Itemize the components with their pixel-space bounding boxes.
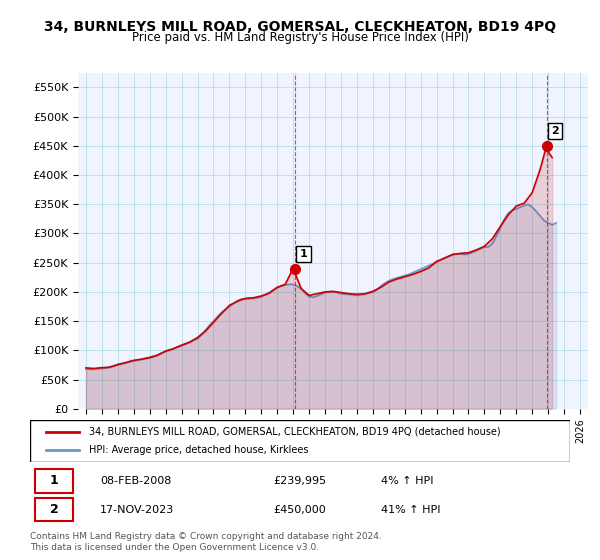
FancyBboxPatch shape xyxy=(35,498,73,521)
Text: 34, BURNLEYS MILL ROAD, GOMERSAL, CLECKHEATON, BD19 4PQ: 34, BURNLEYS MILL ROAD, GOMERSAL, CLECKH… xyxy=(44,20,556,34)
Text: 2: 2 xyxy=(50,503,59,516)
Text: Contains HM Land Registry data © Crown copyright and database right 2024.: Contains HM Land Registry data © Crown c… xyxy=(30,532,382,541)
Text: 41% ↑ HPI: 41% ↑ HPI xyxy=(381,505,440,515)
FancyBboxPatch shape xyxy=(30,420,570,462)
Text: 4% ↑ HPI: 4% ↑ HPI xyxy=(381,476,433,486)
Text: £239,995: £239,995 xyxy=(273,476,326,486)
Text: 08-FEB-2008: 08-FEB-2008 xyxy=(100,476,172,486)
Text: 34, BURNLEYS MILL ROAD, GOMERSAL, CLECKHEATON, BD19 4PQ (detached house): 34, BURNLEYS MILL ROAD, GOMERSAL, CLECKH… xyxy=(89,427,501,437)
Text: 2: 2 xyxy=(551,126,559,136)
FancyBboxPatch shape xyxy=(35,469,73,493)
Text: Price paid vs. HM Land Registry's House Price Index (HPI): Price paid vs. HM Land Registry's House … xyxy=(131,31,469,44)
Text: 17-NOV-2023: 17-NOV-2023 xyxy=(100,505,175,515)
Text: HPI: Average price, detached house, Kirklees: HPI: Average price, detached house, Kirk… xyxy=(89,445,309,455)
Text: £450,000: £450,000 xyxy=(273,505,326,515)
Text: This data is licensed under the Open Government Licence v3.0.: This data is licensed under the Open Gov… xyxy=(30,543,319,552)
Text: 1: 1 xyxy=(50,474,59,487)
Text: 1: 1 xyxy=(299,249,307,259)
